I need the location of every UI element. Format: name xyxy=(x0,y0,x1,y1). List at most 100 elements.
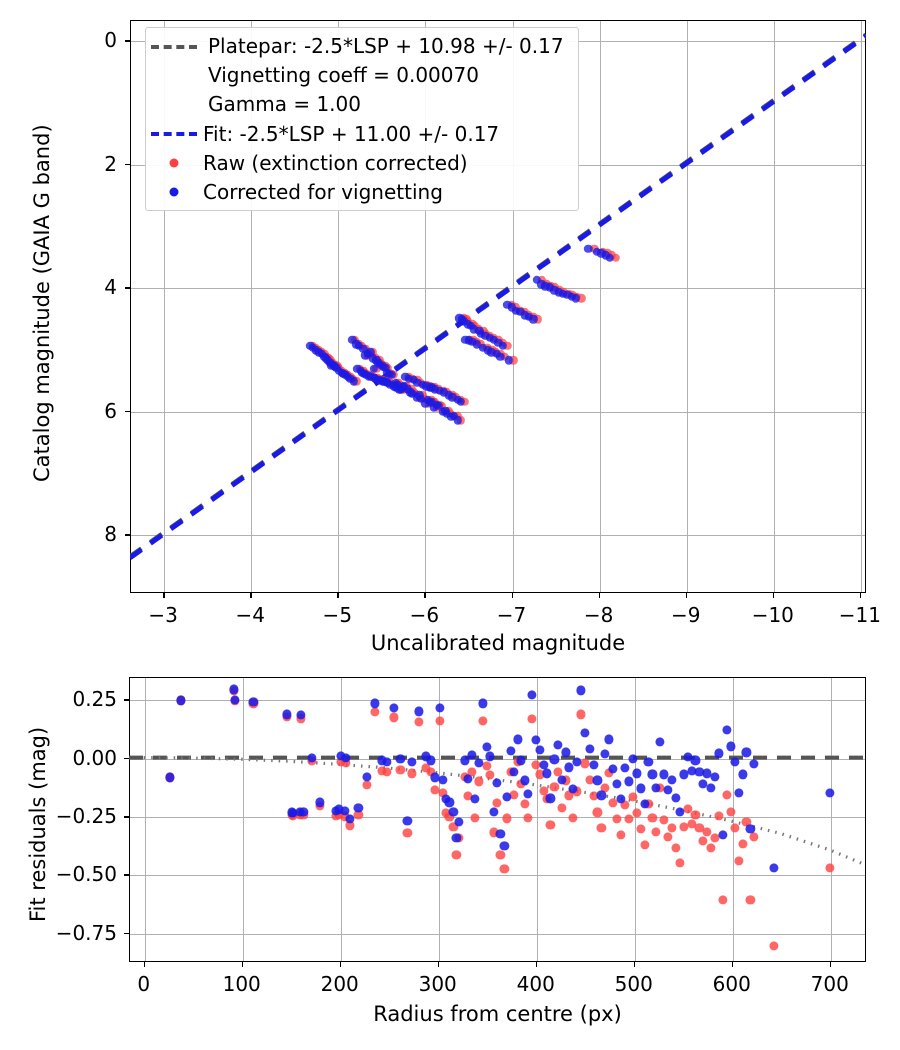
data-point-corrected xyxy=(374,376,383,385)
residual-point-corrected xyxy=(643,757,654,767)
residual-point-corrected xyxy=(438,775,448,785)
y-tick-label: 0.25 xyxy=(72,687,117,712)
residual-point-raw xyxy=(467,767,477,777)
residual-point-corrected xyxy=(714,748,724,758)
data-point-corrected xyxy=(430,385,440,394)
gridline-vertical xyxy=(634,678,636,961)
legend-row-platepar: x xyxy=(146,32,572,61)
residual-point-corrected xyxy=(353,803,363,813)
residual-point-raw xyxy=(616,830,626,840)
residual-point-corrected xyxy=(683,752,693,762)
residual-point-corrected xyxy=(531,735,541,745)
residual-point-corrected xyxy=(553,740,563,750)
x-tick-mark xyxy=(511,593,514,598)
residual-point-raw xyxy=(572,786,582,797)
residual-point-corrected xyxy=(395,754,406,764)
residual-point-raw xyxy=(502,813,512,823)
x-tick-label: −7 xyxy=(496,603,527,627)
residual-point-corrected xyxy=(513,734,523,744)
residual-point-corrected xyxy=(749,759,759,769)
residual-point-raw xyxy=(557,803,567,813)
data-point-corrected xyxy=(592,247,602,256)
residual-point-raw xyxy=(612,814,622,824)
residual-point-corrected xyxy=(414,706,424,716)
x-tick-mark xyxy=(143,962,146,967)
legend-label-platepar: Platepar: -2.5*LSP + 10.98 +/- 0.17 Vign… xyxy=(208,34,564,116)
data-point-corrected xyxy=(308,343,318,353)
residual-point-corrected xyxy=(612,779,622,789)
residual-point-corrected xyxy=(389,703,399,713)
data-point-raw xyxy=(611,253,621,262)
residual-point-raw xyxy=(414,717,424,727)
top-plot-lines xyxy=(130,32,866,560)
residual-point-corrected xyxy=(435,703,445,713)
residual-point-raw xyxy=(421,763,431,773)
residual-point-corrected xyxy=(741,747,752,758)
data-point-corrected xyxy=(504,356,514,365)
data-point-corrected xyxy=(472,339,481,349)
data-point-corrected xyxy=(448,393,457,402)
data-point-corrected xyxy=(326,360,336,370)
residual-point-raw xyxy=(647,813,657,823)
legend-label-corrected: Corrected for vignetting xyxy=(203,179,443,204)
residual-point-raw xyxy=(635,824,646,834)
data-point-corrected xyxy=(520,310,529,320)
residual-plot-y-axis-title: Fit residuals (mag) xyxy=(26,726,50,922)
data-point-corrected xyxy=(387,370,396,380)
data-point-corrected xyxy=(457,315,467,324)
residual-point-raw xyxy=(538,786,549,796)
dashed-gray-line-icon xyxy=(151,37,197,57)
y-tick-mark xyxy=(125,287,130,289)
y-tick-label: −0.25 xyxy=(55,803,117,828)
residual-point-corrected xyxy=(675,807,685,817)
y-tick-label: 0.00 xyxy=(72,745,117,770)
data-point-corrected xyxy=(421,399,430,408)
residual-point-raw xyxy=(482,761,492,771)
residual-point-raw xyxy=(389,712,399,722)
residual-point-raw xyxy=(488,827,499,837)
residual-point-corrected xyxy=(576,685,586,695)
data-point-corrected xyxy=(466,321,475,330)
data-point-corrected xyxy=(529,315,538,324)
residual-point-corrected xyxy=(482,742,492,752)
data-point-corrected xyxy=(391,383,400,392)
legend-row-corrected: Corrected for vignetting xyxy=(146,177,572,206)
residual-point-corrected xyxy=(426,755,436,765)
residual-point-corrected xyxy=(340,752,351,763)
residual-point-corrected xyxy=(495,828,506,839)
residual-point-raw xyxy=(580,758,590,769)
y-tick-label: −0.50 xyxy=(55,862,117,887)
residual-point-raw xyxy=(402,827,412,838)
residual-point-raw xyxy=(463,791,473,801)
residual-point-corrected xyxy=(288,808,298,818)
residual-point-corrected xyxy=(655,737,665,747)
gridline-vertical xyxy=(773,21,775,592)
gridline-vertical xyxy=(438,678,440,961)
residual-point-corrected xyxy=(336,751,346,761)
residual-point-corrected xyxy=(463,774,473,784)
x-tick-label: 600 xyxy=(712,972,751,996)
residual-point-corrected xyxy=(485,751,495,762)
residual-point-raw xyxy=(624,814,634,824)
y-tick-mark xyxy=(124,757,129,760)
x-tick-mark xyxy=(772,593,775,598)
data-point-corrected xyxy=(453,415,462,425)
residual-point-corrected xyxy=(628,754,638,764)
residual-point-corrected xyxy=(460,755,470,765)
data-point-corrected xyxy=(396,385,406,395)
residual-point-corrected xyxy=(502,792,512,802)
residual-point-raw xyxy=(340,811,350,822)
data-point-corrected xyxy=(332,363,341,372)
data-point-corrected xyxy=(481,331,490,340)
x-tick-mark xyxy=(424,593,426,598)
residual-point-raw xyxy=(737,838,748,849)
residual-point-raw xyxy=(362,780,372,790)
data-point-corrected xyxy=(378,362,387,371)
residual-point-raw xyxy=(600,782,610,793)
residual-point-corrected xyxy=(600,749,610,759)
residual-point-raw xyxy=(470,813,480,823)
x-tick-label: −6 xyxy=(409,603,440,627)
x-tick-label: 200 xyxy=(320,972,359,996)
residual-point-raw xyxy=(651,827,661,837)
